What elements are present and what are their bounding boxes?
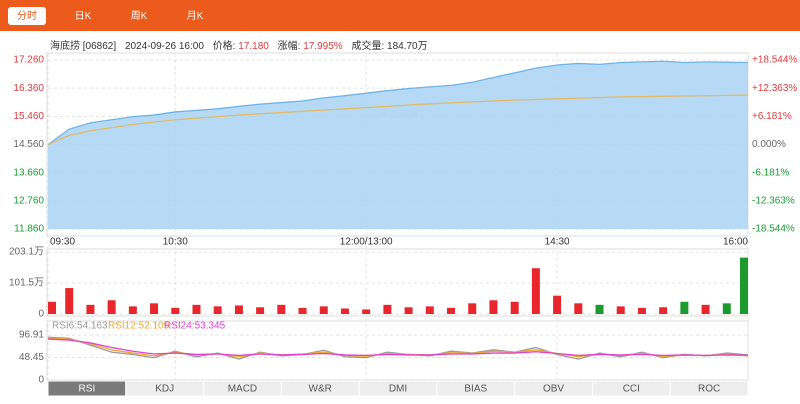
volume-bar (425, 306, 434, 314)
y-tick-label: 16.360 (13, 83, 44, 94)
stock-name: 海底捞 [06862] (50, 39, 116, 52)
y-tick-label: 12.760 (13, 195, 44, 206)
y-tick-label: 14.560 (13, 139, 44, 150)
tab-selected-bg (8, 7, 46, 25)
volume-bar (722, 303, 731, 314)
indicator-tab[interactable]: OBV (543, 384, 564, 395)
series-line (47, 94, 749, 146)
indicator-tab[interactable]: RSI (79, 384, 96, 395)
y-tick-label: 0 (38, 309, 44, 320)
y-tick-label: 96.91 (19, 330, 44, 341)
indicator-tab[interactable]: KDJ (155, 384, 174, 395)
y-tick-label: 101.5万 (9, 278, 44, 289)
volume-bar (740, 257, 748, 314)
indicator-tab[interactable]: CCI (623, 384, 640, 395)
volume-bar (48, 301, 56, 314)
volume-bar (637, 307, 646, 314)
tab[interactable]: 月K (187, 10, 204, 22)
volume-bar (595, 304, 604, 314)
volume-bar (340, 308, 349, 314)
price-label: 价格: (213, 39, 236, 52)
info-time: 2024-09-26 16:00 (125, 41, 204, 52)
price-value: 17.180 (238, 41, 269, 52)
volume-bar (192, 304, 201, 314)
series-line (47, 338, 749, 357)
y2-tick-label: +12.363% (752, 83, 797, 94)
series-line (47, 60, 749, 146)
info-line: 海底捞 [06862] 2024-09-26 16:00 价格: 17.180 … (50, 39, 428, 52)
y2-tick-label: +6.181% (752, 111, 792, 122)
y-tick-label: 48.45 (19, 352, 44, 363)
indicator-tab[interactable]: W&R (309, 384, 332, 395)
legend-entry: RSI12:52.109 (108, 321, 170, 332)
volume-bar (298, 307, 307, 314)
volume-bar (680, 301, 689, 314)
volume-bar (659, 307, 668, 314)
volume-bar (383, 304, 392, 314)
volume-bar (574, 303, 583, 314)
y-tick-label: 11.860 (14, 224, 44, 235)
tab[interactable]: 分时 (17, 10, 37, 22)
volume-bar (65, 288, 74, 314)
legend-entry: RSI6:54.163 (52, 321, 108, 332)
volume-bar (362, 309, 371, 314)
y2-tick-label: -18.544% (752, 224, 795, 235)
volume-bar (531, 268, 540, 314)
indicator-tab-bg (669, 380, 749, 397)
y-tick-label: 17.260 (13, 55, 44, 66)
tab[interactable]: 周K (131, 10, 148, 22)
volume-bar (234, 305, 243, 314)
indicator-tab[interactable]: BIAS (464, 384, 487, 395)
volume-bar (256, 307, 265, 314)
volume-bar (616, 306, 625, 314)
volume-bar (553, 295, 562, 314)
volume-bar (468, 303, 477, 314)
volume-bar (150, 303, 159, 314)
volume-bar (277, 304, 286, 314)
y2-tick-label: -6.181% (752, 167, 789, 178)
y-tick-label: 15.460 (13, 111, 44, 122)
volume-bar (319, 306, 328, 314)
volume-bar (128, 306, 137, 314)
indicator-tab[interactable]: ROC (698, 384, 720, 395)
volume-label: 成交量: (351, 39, 384, 52)
volume-bar (404, 307, 413, 314)
tab[interactable]: 日K (75, 11, 92, 22)
y2-tick-label: 0.000% (752, 139, 786, 150)
indicator-tab[interactable]: MACD (228, 384, 257, 395)
volume-bar (171, 307, 180, 314)
change-value: 17.995% (303, 41, 343, 52)
volume-bar (447, 307, 456, 314)
top-bar (0, 0, 800, 31)
x-tick-label: 14:30 (545, 237, 570, 248)
volume-bar (489, 300, 498, 314)
volume-value: 184.70万 (387, 41, 428, 52)
volume-bar (107, 300, 116, 314)
y-tick-label: 13.660 (13, 167, 44, 178)
change-label: 涨幅: (278, 39, 301, 52)
y2-tick-label: +18.544% (752, 55, 797, 66)
price-area (48, 61, 748, 229)
x-tick-label: 12:00/13:00 (340, 237, 393, 248)
x-tick-label: 10:30 (163, 237, 188, 248)
volume-bar (510, 301, 519, 314)
volume-bar (213, 306, 222, 314)
legend-entry: RSI24:53.345 (164, 321, 226, 332)
volume-bar (86, 304, 95, 314)
y-tick-label: 0 (38, 375, 44, 386)
y2-tick-label: -12.363% (752, 195, 795, 206)
y-tick-label: 203.1万 (9, 247, 44, 258)
indicator-tab[interactable]: DMI (389, 384, 407, 395)
x-tick-label: 09:30 (50, 237, 75, 248)
x-tick-label: 16:00 (723, 237, 748, 248)
volume-bar (701, 304, 710, 314)
